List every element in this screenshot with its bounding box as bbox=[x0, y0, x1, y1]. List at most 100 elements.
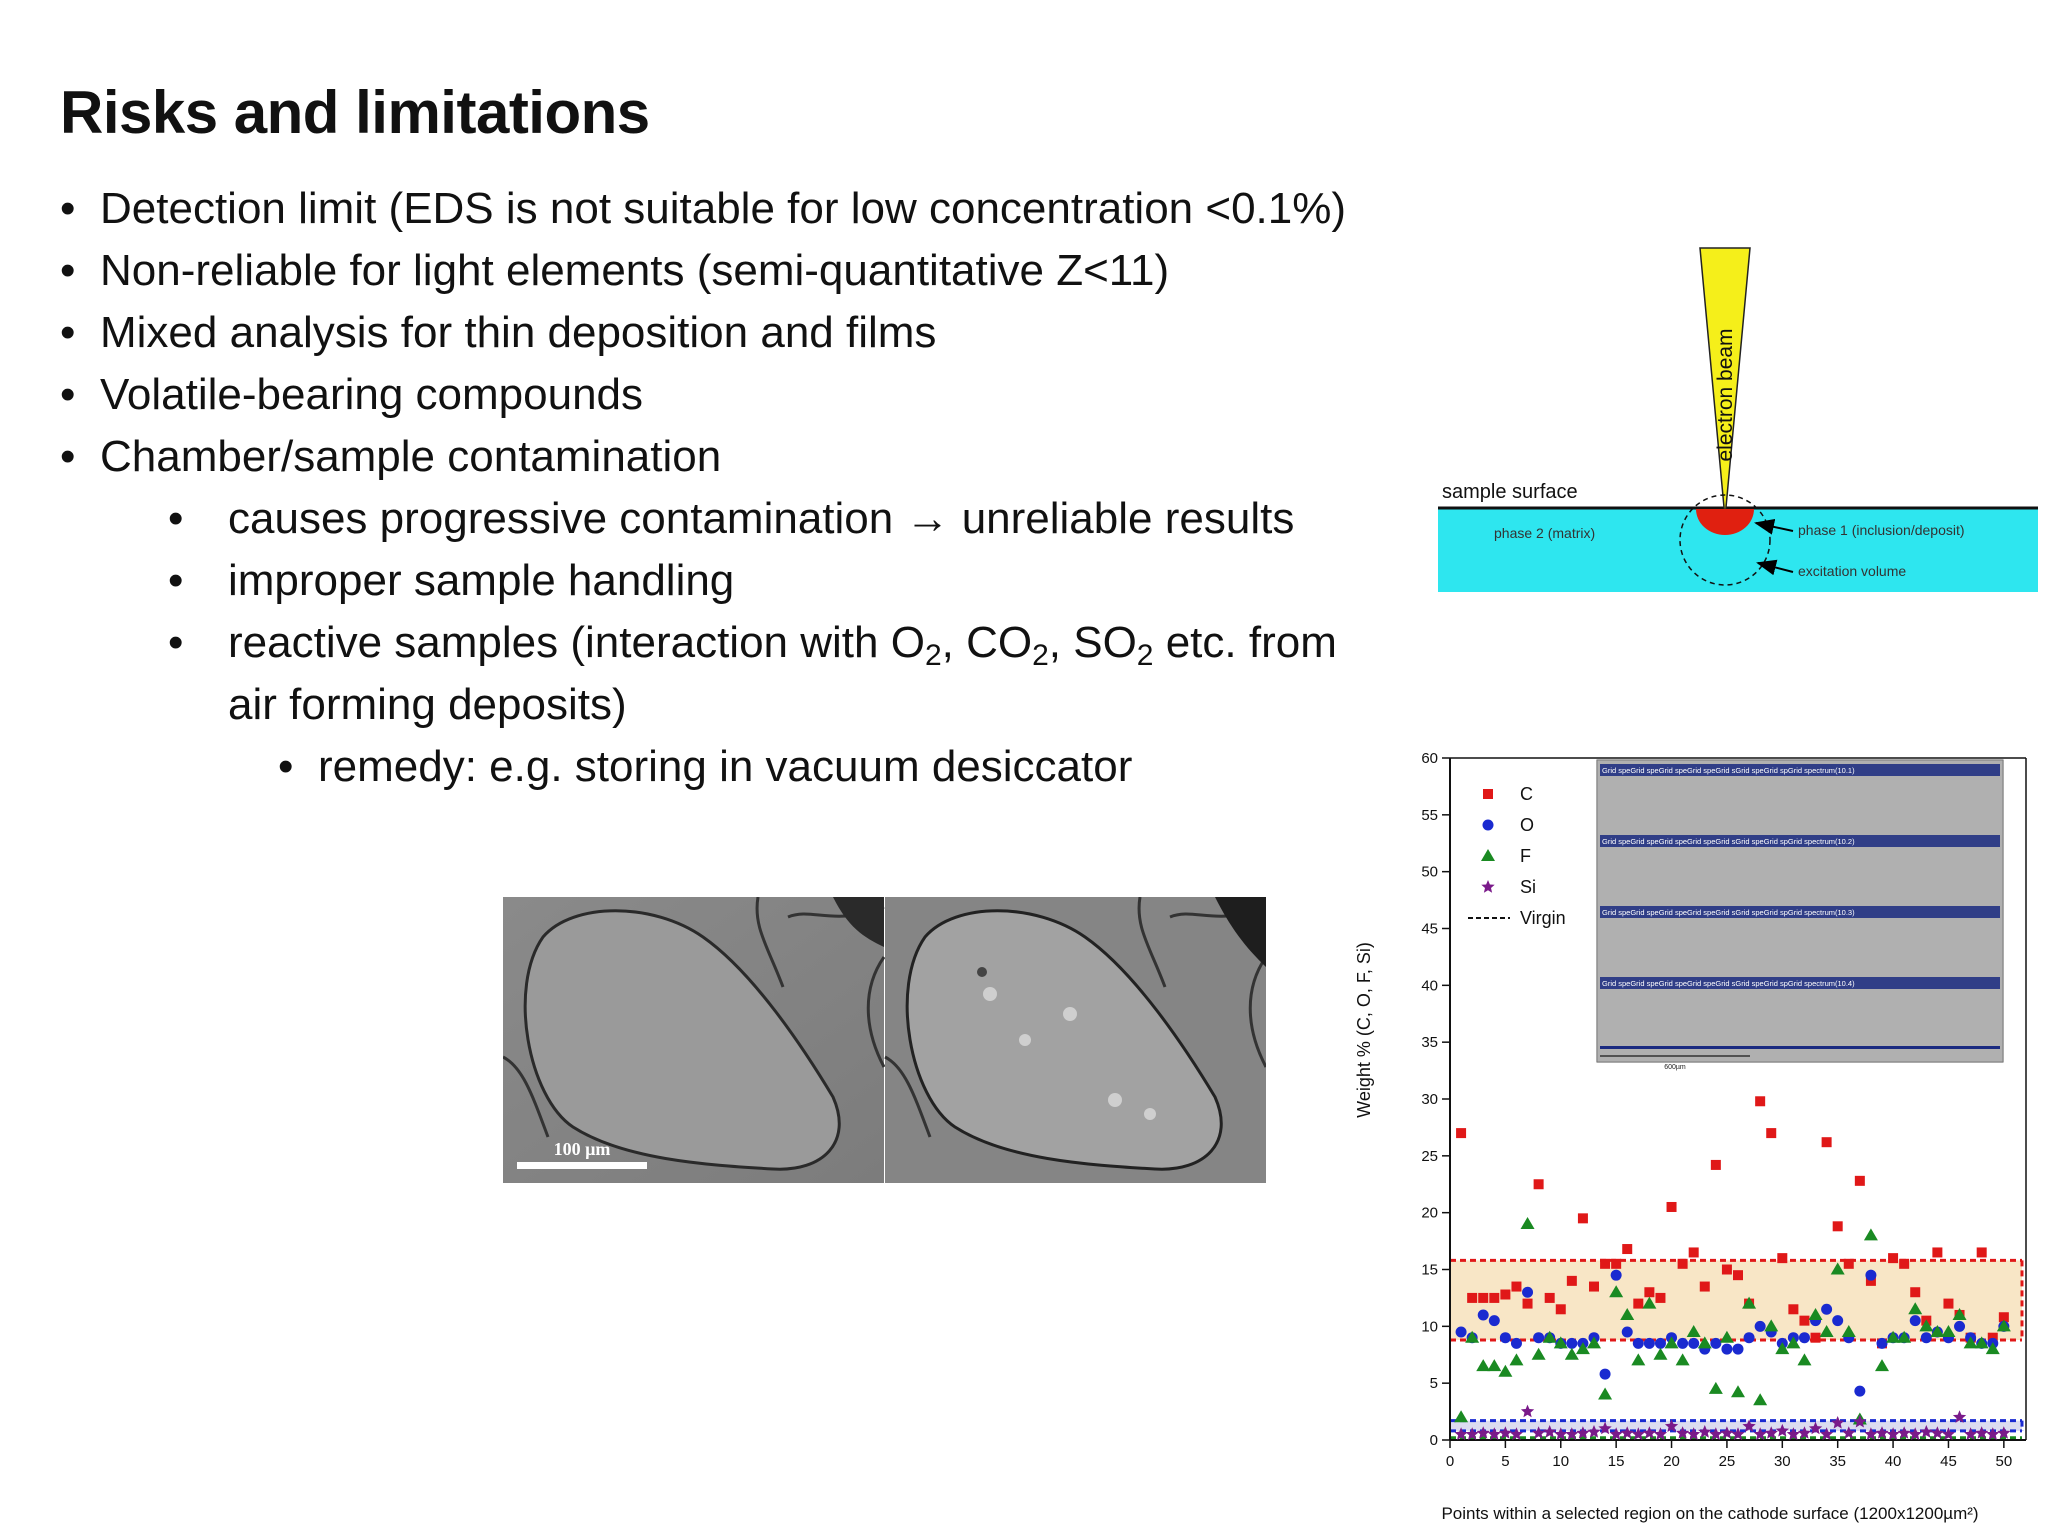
data-point-f bbox=[1841, 1325, 1856, 1338]
data-point-f bbox=[1509, 1353, 1524, 1366]
legend-marker bbox=[1482, 819, 1494, 831]
bullet-text: air forming deposits) bbox=[228, 680, 627, 729]
bullet-text: causes progressive contamination → unrel… bbox=[228, 494, 1295, 543]
data-point-f bbox=[1531, 1347, 1546, 1360]
data-point-o bbox=[1688, 1337, 1700, 1349]
data-point-o bbox=[1488, 1315, 1500, 1327]
data-point-c bbox=[1888, 1253, 1899, 1264]
data-point-c bbox=[1998, 1312, 2009, 1323]
data-point-c bbox=[1910, 1287, 1921, 1298]
data-point-c bbox=[1976, 1247, 1987, 1258]
data-point-o bbox=[1909, 1315, 1921, 1327]
data-point-si bbox=[1631, 1427, 1645, 1440]
x-tick-label: 0 bbox=[1446, 1453, 1454, 1470]
data-point-f bbox=[1996, 1319, 2011, 1332]
data-point-o bbox=[1710, 1337, 1722, 1349]
bullet-dot: • bbox=[60, 246, 76, 295]
data-point-f bbox=[1985, 1342, 2000, 1355]
bullet-text: remedy: e.g. storing in vacuum desiccato… bbox=[318, 742, 1133, 791]
subbullet-progressive: • causes progressive contamination → unr… bbox=[168, 488, 1295, 550]
data-point-si bbox=[1997, 1426, 2011, 1439]
data-point-si bbox=[1853, 1414, 1867, 1428]
data-point-si bbox=[1487, 1427, 1501, 1440]
bullet-dot: • bbox=[60, 184, 76, 233]
inset-spectrum-label: Grid speGrid speGrid speGrid speGrid sGr… bbox=[1602, 837, 1855, 846]
data-point-c bbox=[1733, 1270, 1743, 1281]
bullet-list: • Detection limit (EDS is not suitable f… bbox=[0, 0, 1460, 820]
subbullet-reactive-continued: air forming deposits) bbox=[228, 674, 627, 736]
data-point-f bbox=[1719, 1330, 1734, 1343]
scale-bar bbox=[517, 1162, 647, 1169]
data-point-c bbox=[1810, 1332, 1821, 1343]
data-point-o bbox=[1821, 1303, 1833, 1315]
subbullet-reactive: • reactive samples (interaction with O2,… bbox=[168, 612, 1337, 674]
bullet-dot: • bbox=[168, 556, 184, 605]
data-point-c bbox=[1766, 1128, 1777, 1139]
data-point-c bbox=[1710, 1159, 1721, 1170]
data-point-si bbox=[1532, 1426, 1546, 1439]
legend-label: Si bbox=[1520, 877, 1536, 897]
x-tick-label: 15 bbox=[1608, 1453, 1625, 1470]
data-point-c bbox=[1688, 1247, 1699, 1258]
data-point-f bbox=[1664, 1336, 1679, 1349]
data-point-c bbox=[1544, 1292, 1555, 1303]
data-point-o bbox=[1754, 1320, 1766, 1332]
inset-bottom-bar bbox=[1600, 1046, 2000, 1049]
data-point-f bbox=[1498, 1364, 1513, 1377]
y-tick-label: 25 bbox=[1421, 1148, 1438, 1165]
dark-debris bbox=[1215, 897, 1266, 967]
data-point-si bbox=[1886, 1427, 1900, 1440]
y-tick-label: 10 bbox=[1421, 1318, 1438, 1335]
data-point-o bbox=[1865, 1269, 1877, 1281]
subbullet-handling: • improper sample handling bbox=[168, 550, 735, 612]
data-point-o bbox=[1533, 1332, 1545, 1344]
inset-spectrum-row bbox=[1600, 835, 2000, 847]
y-axis-label: Weight % (C, O, F, Si) bbox=[1354, 942, 1374, 1118]
data-point-f bbox=[1963, 1336, 1978, 1349]
y-tick-label: 5 bbox=[1430, 1375, 1438, 1392]
data-point-f bbox=[1598, 1387, 1613, 1400]
data-point-o bbox=[1599, 1368, 1611, 1380]
data-point-f bbox=[1476, 1359, 1491, 1372]
data-point-f bbox=[1609, 1285, 1624, 1298]
data-point-f bbox=[1708, 1381, 1723, 1394]
x-tick-label: 25 bbox=[1719, 1453, 1736, 1470]
legend-marker bbox=[1481, 880, 1495, 893]
data-point-c bbox=[1489, 1292, 1500, 1303]
bright-spot bbox=[1063, 1007, 1077, 1021]
data-point-o bbox=[1499, 1332, 1511, 1344]
inset-spectrum-row bbox=[1600, 764, 2000, 776]
legend-marker bbox=[1483, 789, 1493, 799]
inset-spectrum-row bbox=[1600, 977, 2000, 989]
data-point-si bbox=[1797, 1426, 1812, 1439]
data-point-si bbox=[1875, 1426, 1889, 1439]
inset-spectrum-label: Grid speGrid speGrid speGrid speGrid sGr… bbox=[1602, 908, 1855, 917]
data-point-si bbox=[1520, 1404, 1535, 1418]
data-point-c bbox=[1777, 1253, 1788, 1264]
bullet-dot: • bbox=[168, 494, 184, 543]
data-point-si bbox=[1720, 1426, 1734, 1439]
bullet-text-part: , CO bbox=[941, 618, 1033, 667]
y-tick-label: 60 bbox=[1421, 750, 1438, 767]
data-point-f bbox=[1830, 1262, 1845, 1275]
data-point-o bbox=[1832, 1315, 1844, 1327]
data-point-si bbox=[1653, 1427, 1668, 1440]
data-point-si bbox=[1864, 1427, 1878, 1440]
data-point-f bbox=[1875, 1359, 1889, 1372]
data-point-c bbox=[1987, 1332, 1998, 1343]
data-point-o bbox=[1632, 1337, 1644, 1349]
bullet-text-part: , SO bbox=[1048, 618, 1137, 667]
data-point-c bbox=[1478, 1292, 1489, 1303]
data-point-si bbox=[1509, 1427, 1524, 1440]
data-point-o bbox=[1510, 1337, 1522, 1349]
data-point-si bbox=[1642, 1426, 1656, 1439]
data-point-si bbox=[1975, 1426, 1989, 1439]
data-point-c bbox=[1600, 1258, 1611, 1269]
inclusion-label: phase 1 (inclusion/deposit) bbox=[1798, 522, 1965, 538]
bullet-text: improper sample handling bbox=[228, 556, 735, 605]
data-point-si bbox=[1465, 1427, 1479, 1440]
data-point-c bbox=[1533, 1179, 1544, 1190]
data-point-f bbox=[1542, 1330, 1557, 1343]
data-point-si bbox=[1919, 1425, 1933, 1438]
data-point-c bbox=[1566, 1275, 1577, 1286]
